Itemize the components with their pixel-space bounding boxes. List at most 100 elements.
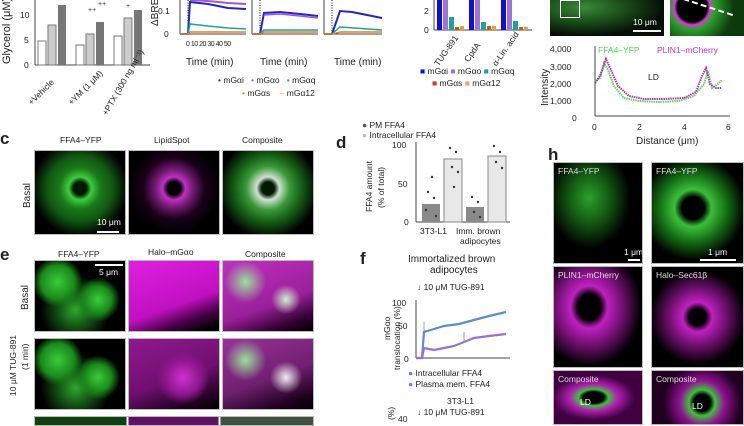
- ytick: 0: [572, 113, 577, 123]
- panel-f2-ytick: 40: [398, 414, 408, 424]
- scalebar: [97, 231, 119, 233]
- xtick: 20: [199, 41, 206, 48]
- ffa4-amount-bars: [415, 142, 510, 223]
- svg-text:+: +: [126, 3, 130, 10]
- bret-plots: [179, 0, 383, 35]
- ytick: 3,000: [550, 62, 572, 72]
- panel-f2-stim: ↓ 10 μM TUG-891: [417, 407, 485, 417]
- bar-legend-gao: mGαo: [457, 66, 482, 76]
- render-label: FFA4–YFP: [656, 166, 698, 176]
- row-label-basal: Basal: [22, 182, 33, 208]
- ytick: 0: [164, 29, 169, 39]
- micrograph-e-halo-tug: [128, 338, 220, 410]
- xtick: 6: [726, 122, 731, 132]
- panel-f-title-1: Immortalized brown: [408, 254, 496, 265]
- micrograph-e-halo-basal: [128, 260, 220, 332]
- bar-legend-gaq: mGαq: [491, 66, 515, 76]
- row-label-basal: Basal: [20, 284, 31, 310]
- panel-g-ylabel: Intensity: [540, 68, 551, 106]
- col-header: Composite: [242, 135, 283, 145]
- translocation-chart: [415, 300, 510, 360]
- render-label: Composite: [656, 374, 697, 384]
- legend-pm-ffa4: ● PM FFA4: [362, 120, 405, 130]
- xtick: 40: [215, 41, 223, 48]
- panel-letter-c: c: [0, 129, 10, 148]
- svg-text:++: ++: [98, 1, 106, 8]
- legend-intracellular: ● Intracellular FFA4: [408, 368, 483, 378]
- ld-label: LD: [580, 397, 591, 407]
- panel-letter-d: d: [336, 133, 347, 152]
- panel-f-ylabel-2: translocation (%): [392, 306, 402, 370]
- micrograph-zoom: [670, 0, 744, 36]
- line-profile-chart: [594, 46, 730, 117]
- xlabel-1: Time (min): [186, 57, 234, 68]
- svg-text:++: ++: [88, 7, 96, 14]
- ytick: 50: [398, 179, 408, 189]
- legend-intracellular-label: Intracellular FFA4: [415, 368, 483, 378]
- ytick: 0: [424, 25, 429, 35]
- bret-plot-1: [179, 0, 247, 35]
- xtick: 10: [190, 41, 198, 48]
- panel-letter-f: f: [360, 249, 366, 268]
- agonist-bars: [433, 0, 532, 31]
- xtick-row: 0 10 20 30 40 50: [186, 40, 231, 50]
- render-label: FFA4–YFP: [558, 166, 600, 176]
- xtick: 0: [592, 122, 597, 132]
- micrograph-overview: 10 μm: [550, 0, 664, 36]
- panel-letter-e: e: [0, 245, 10, 264]
- bar-legend-gas: mGαs: [439, 78, 463, 88]
- ytick: 0: [404, 217, 409, 227]
- legend-plin1: PLIN1–mCherry: [657, 45, 718, 55]
- panel-g: 10 μm 4,000 3,000 2,000 1,000 0 Intensit…: [510, 0, 744, 200]
- scalebar: [628, 259, 640, 261]
- legend-ffa4-yfp: FFA4–YFP: [598, 45, 640, 55]
- col-header: FFA4–YFP: [60, 135, 102, 145]
- panel-g-xlabel: Distance (μm): [636, 136, 699, 147]
- ytick: 1,000: [550, 96, 572, 106]
- micrograph-c-ffa4: 10 μm: [34, 150, 126, 235]
- render-h-ffa4-1: FFA4–YFP 1 μm: [553, 162, 643, 264]
- scalebar-label: 5 μm: [99, 267, 119, 277]
- micrograph-c-composite: [222, 150, 314, 235]
- micrograph-c-lipidspot: [128, 150, 220, 235]
- panel-a-glycerol: Glycerol (μM) 10 5 0 ++ ++ + +Vehicle +Y…: [0, 0, 150, 120]
- panel-f-title-2: adipocytes: [430, 265, 478, 276]
- xlabel-3: Time (min): [334, 57, 382, 68]
- col-header: Halo–mGαo: [148, 247, 194, 257]
- xtick: 50: [223, 41, 231, 48]
- bret-plot-3: [323, 0, 383, 35]
- legend-plasma-mem: ● Plasma mem. FFA4: [408, 379, 491, 389]
- panel-d-ylabel-1: FFA4 amount: [364, 160, 374, 212]
- micrograph-e-row3: [34, 416, 314, 426]
- ytick: 100: [392, 140, 407, 150]
- xlabel-2: Time (min): [260, 57, 308, 68]
- panel-letter-h: h: [548, 145, 559, 164]
- legend-pm-label: PM FFA4: [369, 120, 405, 130]
- legend-intracellular-ffa4: ● Intracellular FFA4: [362, 130, 437, 140]
- panel-d-ylabel-2: (% of total): [376, 166, 386, 208]
- panel-f2-title: 3T3-L1: [447, 396, 474, 406]
- legend-ga12: mGα12: [286, 88, 315, 98]
- render-h-composite-2: Composite LD: [651, 370, 744, 425]
- panel-agonist-bars: 2 0 TUG-891 CpdA α-Lin. acid ■ mGαi ■ mG…: [380, 0, 532, 100]
- render-h-plin1: PLIN1–mCherry: [553, 266, 643, 368]
- ytick: 10: [20, 10, 30, 20]
- xtick: 4: [682, 122, 687, 132]
- col-header: FFA4–YFP: [58, 249, 100, 259]
- render-label: Halo–Sec61β: [656, 270, 708, 280]
- legend-row-2: • mGαs – mGα12: [242, 88, 315, 98]
- xtick: 2: [637, 122, 642, 132]
- micrograph-e-composite-tug: [222, 338, 314, 410]
- panel-f2-ylabel: (%): [386, 406, 396, 420]
- legend-gai: mGαi: [223, 75, 244, 85]
- render-h-composite-1: Composite LD: [553, 370, 643, 425]
- ld-annotation: LD: [648, 72, 659, 82]
- roi-box: [560, 0, 580, 18]
- bar-legend-row-1: ■ mGαi ■ mGαo ■ mGαq: [420, 66, 515, 76]
- micrograph-e-composite-basal: [222, 260, 314, 332]
- cat-cpda: CpdA: [462, 40, 483, 64]
- scalebar: [700, 259, 736, 261]
- panel-a-ylabel: Glycerol (μM): [1, 0, 13, 64]
- xtick: 30: [207, 41, 215, 48]
- scalebar-label: 1 μm: [708, 247, 728, 257]
